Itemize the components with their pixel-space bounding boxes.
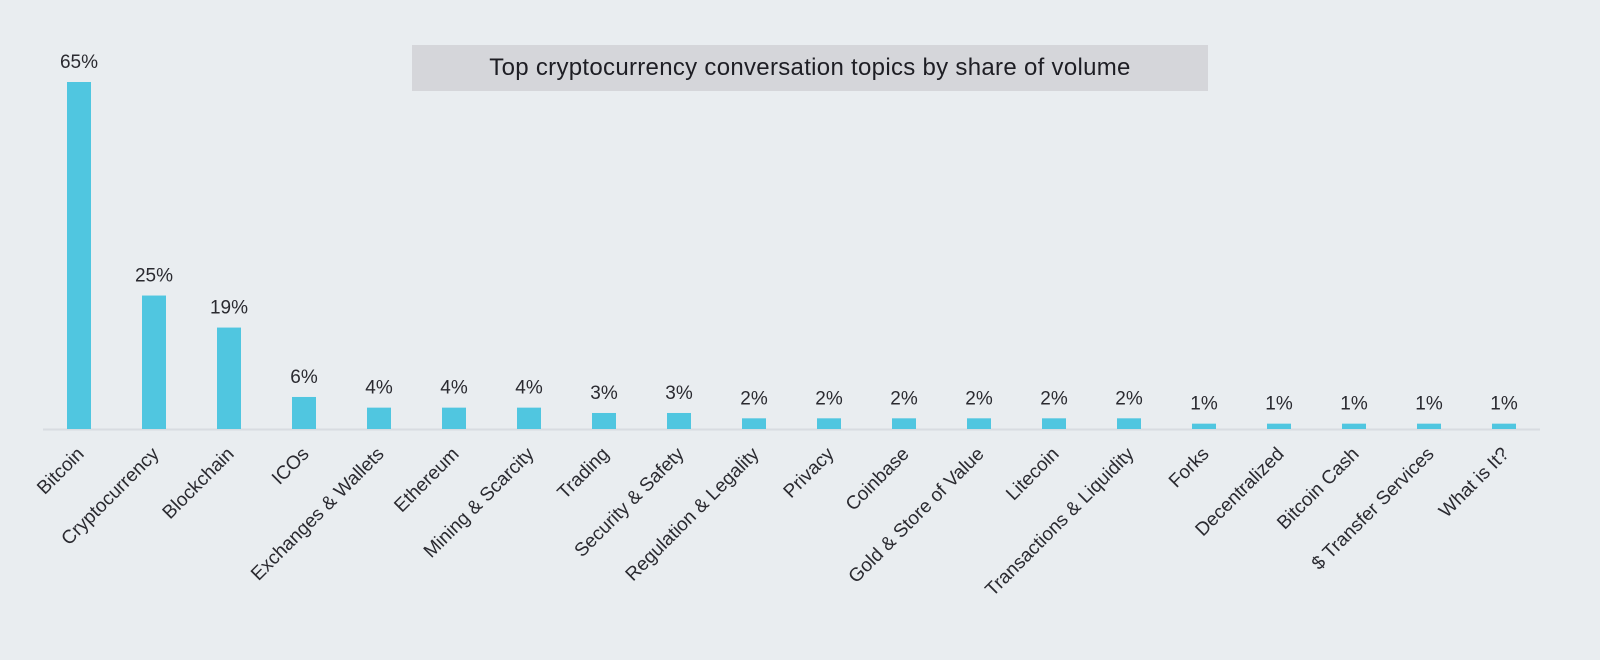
x-tick-label: Bitcoin xyxy=(33,444,88,499)
x-tick-label: Ethereum xyxy=(390,444,463,517)
x-tick-label: Gold & Store of Value xyxy=(845,444,989,588)
bar xyxy=(667,412,691,429)
x-tick-label: Trading xyxy=(554,444,614,504)
bar xyxy=(742,418,766,429)
bar xyxy=(517,407,541,429)
x-tick-label: $ Transfer Services xyxy=(1308,444,1439,575)
bar xyxy=(1492,423,1516,429)
data-label: 6% xyxy=(290,367,318,388)
x-tick-label: Blockchain xyxy=(159,444,239,524)
bar xyxy=(967,418,991,429)
bar xyxy=(1117,418,1141,429)
bar xyxy=(442,407,466,429)
data-label: 1% xyxy=(1265,394,1293,415)
x-tick-label: Privacy xyxy=(780,443,839,502)
bar xyxy=(817,418,841,429)
bar xyxy=(67,82,91,429)
data-label: 25% xyxy=(135,266,173,287)
x-tick-label: Coinbase xyxy=(842,444,914,516)
data-label: 2% xyxy=(815,388,843,409)
data-label: 2% xyxy=(740,388,768,409)
data-label: 2% xyxy=(1040,388,1068,409)
bar xyxy=(892,418,916,429)
x-tick-label: What is It? xyxy=(1435,444,1513,522)
x-tick-label: Transactions & Liquidity xyxy=(982,443,1139,600)
data-label: 1% xyxy=(1415,394,1443,415)
bar xyxy=(1267,423,1291,429)
data-label: 2% xyxy=(965,388,993,409)
data-label: 4% xyxy=(515,378,543,399)
bar xyxy=(1342,423,1366,429)
data-label: 1% xyxy=(1190,394,1218,415)
bar xyxy=(592,412,616,429)
chart-title: Top cryptocurrency conversation topics b… xyxy=(412,45,1208,91)
bar xyxy=(292,396,316,429)
data-label: 1% xyxy=(1490,394,1518,415)
x-tick-label: Forks xyxy=(1165,444,1213,492)
bar xyxy=(1192,423,1216,429)
bar xyxy=(1417,423,1441,429)
x-tick-label: Litecoin xyxy=(1002,444,1063,505)
bar xyxy=(1042,418,1066,429)
data-label: 2% xyxy=(1115,388,1143,409)
data-label: 19% xyxy=(210,298,248,319)
x-tick-label: Regulation & Legality xyxy=(622,443,764,585)
bar xyxy=(142,295,166,429)
data-label: 4% xyxy=(440,378,468,399)
bar xyxy=(367,407,391,429)
bar xyxy=(217,327,241,429)
data-label: 65% xyxy=(60,52,98,73)
data-label: 2% xyxy=(890,388,918,409)
data-label: 4% xyxy=(365,378,393,399)
x-tick-label: ICOs xyxy=(268,444,313,489)
data-label: 1% xyxy=(1340,394,1368,415)
data-label: 3% xyxy=(665,383,693,404)
data-label: 3% xyxy=(590,383,618,404)
x-tick-label: Exchanges & Wallets xyxy=(247,444,388,585)
